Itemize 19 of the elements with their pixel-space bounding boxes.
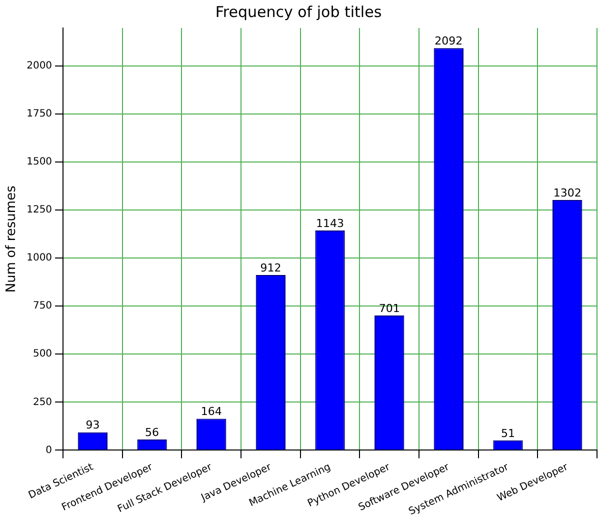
y-tick-label: 750	[32, 300, 52, 312]
y-tick-label: 1250	[26, 204, 52, 216]
data-label: 912	[260, 261, 282, 274]
data-label: 164	[200, 405, 222, 418]
data-label: 93	[86, 418, 100, 432]
y-tick-label: 1750	[26, 108, 52, 120]
y-tick-label: 250	[32, 396, 52, 408]
y-tick-label: 500	[32, 348, 52, 360]
data-label: 1143	[316, 216, 344, 230]
y-tick-label: 0	[46, 444, 52, 456]
data-label: 2092	[434, 34, 463, 48]
y-axis-title: Num of resumes	[4, 185, 20, 293]
chart-title: Frequency of job titles	[215, 2, 382, 21]
y-tick-label: 2000	[26, 60, 52, 72]
data-label: 51	[501, 426, 516, 440]
data-label: 56	[145, 426, 160, 439]
data-label: 1302	[553, 186, 582, 200]
y-tick-label: 1500	[26, 156, 52, 168]
y-tick-label: 1000	[26, 252, 52, 264]
